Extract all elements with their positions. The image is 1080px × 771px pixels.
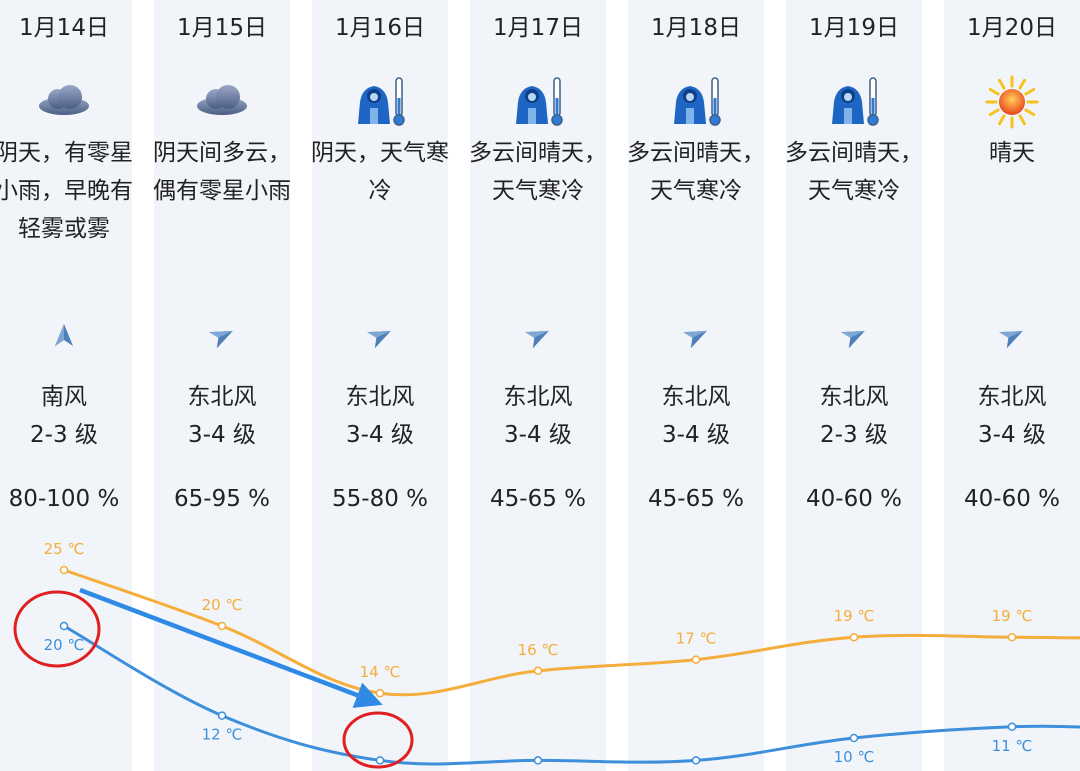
low-temperature-label: 20 ℃ xyxy=(44,636,85,654)
weather-description: 阴天，天气寒冷 xyxy=(311,140,449,204)
day-date: 1月16日 xyxy=(335,15,425,41)
weather-description: 多云间晴天，天气寒冷 xyxy=(469,140,607,204)
forecast-day: 1月20日晴天东北风 3-4 级 40-60 % xyxy=(933,0,1080,771)
humidity: 55-80 % xyxy=(332,486,428,512)
wind-info: 东北风 3-4 级 xyxy=(301,378,459,454)
weather-description: 多云间晴天，天气寒冷 xyxy=(785,140,923,204)
wind-info: 东北风 3-4 级 xyxy=(143,378,301,454)
cold-weather-icon xyxy=(824,72,884,132)
forecast-day: 1月16日阴天，天气寒冷东北风 3-4 级 55-80 % xyxy=(301,0,459,771)
weather-description: 阴天，有零星小雨，早晚有轻雾或雾 xyxy=(0,140,133,242)
sun-icon xyxy=(982,72,1042,132)
low-temperature-point xyxy=(59,621,69,631)
low-temperature-point xyxy=(375,756,385,765)
low-temperature-point xyxy=(849,733,859,743)
high-temperature-label: 14 ℃ xyxy=(360,663,401,681)
low-temperature-label: 11 ℃ xyxy=(992,737,1033,755)
forecast-day: 1月15日阴天间多云，偶有零星小雨东北风 3-4 级 65-95 % xyxy=(143,0,301,771)
day-date: 1月18日 xyxy=(651,15,741,41)
high-temperature-point xyxy=(375,688,385,698)
annotation-circle xyxy=(342,711,414,769)
low-temperature-point xyxy=(691,756,701,765)
humidity: 65-95 % xyxy=(174,486,270,512)
day-column-background xyxy=(0,0,132,771)
wind-direction: 东北风 xyxy=(187,384,257,410)
day-column-background xyxy=(470,0,606,771)
high-temperature-point xyxy=(1007,632,1017,642)
high-temperature-label: 19 ℃ xyxy=(834,607,875,625)
wind-info: 东北风 3-4 级 xyxy=(933,378,1080,454)
wind-level: 3-4 级 xyxy=(978,422,1046,448)
weather-description: 阴天间多云，偶有零星小雨 xyxy=(153,140,291,204)
day-date: 1月17日 xyxy=(493,15,583,41)
forecast-day: 1月17日多云间晴天，天气寒冷东北风 3-4 级 45-65 % xyxy=(459,0,617,771)
wind-direction: 南风 xyxy=(41,384,87,410)
wind-direction-icon xyxy=(682,322,710,350)
wind-direction: 东北风 xyxy=(977,384,1047,410)
high-temperature-line xyxy=(63,568,1080,697)
cold-weather-icon xyxy=(666,72,726,132)
day-date: 1月19日 xyxy=(809,15,899,41)
weather-description: 晴天 xyxy=(989,140,1035,166)
low-temperature-label: 12 ℃ xyxy=(202,726,243,744)
wind-level: 2-3 级 xyxy=(30,422,98,448)
wind-level: 3-4 级 xyxy=(188,422,256,448)
forecast-day: 1月18日多云间晴天，天气寒冷东北风 3-4 级 45-65 % xyxy=(617,0,775,771)
high-temperature-point xyxy=(59,565,69,575)
wind-direction-icon xyxy=(50,322,78,350)
wind-level: 2-3 级 xyxy=(820,422,888,448)
high-temperature-label: 25 ℃ xyxy=(44,540,85,558)
day-date: 1月14日 xyxy=(19,15,109,41)
high-temperature-label: 19 ℃ xyxy=(992,607,1033,625)
wind-direction-icon xyxy=(840,322,868,350)
low-temperature-point xyxy=(533,756,543,765)
wind-info: 南风 2-3 级 xyxy=(0,378,143,454)
wind-level: 3-4 级 xyxy=(662,422,730,448)
humidity: 45-65 % xyxy=(648,486,744,512)
wind-level: 3-4 级 xyxy=(346,422,414,448)
wind-direction-icon xyxy=(524,322,552,350)
high-temperature-label: 17 ℃ xyxy=(676,630,717,648)
cloud-icon xyxy=(192,72,252,132)
wind-level: 3-4 级 xyxy=(504,422,572,448)
cloud-icon xyxy=(34,72,94,132)
humidity: 40-60 % xyxy=(806,486,902,512)
day-column-background xyxy=(628,0,764,771)
humidity: 45-65 % xyxy=(490,486,586,512)
cold-weather-icon xyxy=(508,72,568,132)
low-temperature-point xyxy=(1007,722,1017,732)
low-temperature-point xyxy=(217,711,227,720)
wind-info: 东北风 3-4 级 xyxy=(459,378,617,454)
wind-info: 东北风 3-4 级 xyxy=(617,378,775,454)
cold-weather-icon xyxy=(350,72,410,132)
day-date: 1月15日 xyxy=(177,15,267,41)
annotation-circle xyxy=(13,590,101,668)
wind-direction-icon xyxy=(998,322,1026,350)
wind-direction: 东北风 xyxy=(345,384,415,410)
wind-direction-icon xyxy=(208,322,236,350)
high-temperature-point xyxy=(533,666,543,676)
wind-direction: 东北风 xyxy=(819,384,889,410)
wind-direction: 东北风 xyxy=(503,384,573,410)
high-temperature-point xyxy=(849,632,859,642)
high-temperature-label: 16 ℃ xyxy=(518,641,559,659)
high-temperature-point xyxy=(691,655,701,664)
high-temperature-point xyxy=(217,621,227,631)
forecast-day: 1月14日阴天，有零星小雨，早晚有轻雾或雾南风 2-3 级 80-100 % xyxy=(0,0,143,771)
humidity: 40-60 % xyxy=(964,486,1060,512)
wind-info: 东北风 2-3 级 xyxy=(775,378,933,454)
low-temperature-label: 10 ℃ xyxy=(834,748,875,766)
day-column-background xyxy=(312,0,448,771)
trend-arrow xyxy=(79,587,383,708)
wind-direction-icon xyxy=(366,322,394,350)
humidity: 80-100 % xyxy=(8,486,120,512)
day-date: 1月20日 xyxy=(967,15,1057,41)
forecast-day: 1月19日多云间晴天，天气寒冷东北风 2-3 级 40-60 % xyxy=(775,0,933,771)
high-temperature-label: 20 ℃ xyxy=(202,596,243,614)
wind-direction: 东北风 xyxy=(661,384,731,410)
weather-description: 多云间晴天，天气寒冷 xyxy=(627,140,765,204)
